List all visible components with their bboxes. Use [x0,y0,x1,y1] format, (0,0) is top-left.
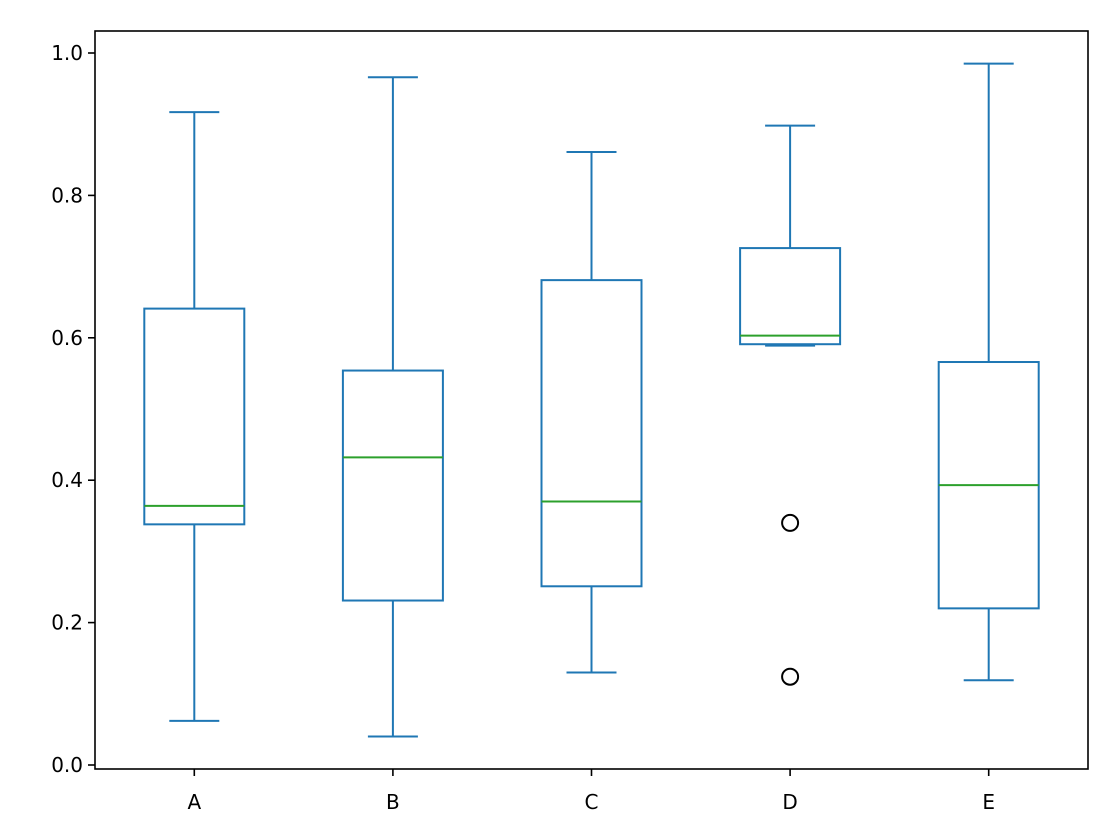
y-axis: 0.0 0.2 0.4 0.6 0.8 1.0 [51,41,95,777]
box-iqr [143,307,246,526]
x-tick-label: D [782,790,797,814]
box-group-e [937,62,1040,682]
plot-frame [94,30,1089,770]
x-tick-label: C [585,790,599,814]
y-tick-label: 0.4 [51,468,83,492]
outlier-point [781,667,800,686]
y-tick-label: 0.8 [51,183,83,207]
x-tick-label: A [187,790,201,814]
box-iqr [540,279,643,588]
x-tick-label: B [386,790,400,814]
outlier-point [781,513,800,532]
box-group-b [341,76,444,738]
y-tick-label: 0.0 [51,753,83,777]
y-tick-label: 1.0 [51,41,83,65]
box-group-a [143,111,246,722]
plot-area [143,62,1040,738]
box-group-c [540,150,643,674]
y-tick-label: 0.2 [51,611,83,635]
x-axis: A B C D E [187,769,995,814]
box-iqr [739,247,842,346]
y-tick-label: 0.6 [51,326,83,350]
box-iqr [341,369,444,602]
box-group-d [739,124,842,686]
x-tick-label: E [982,790,995,814]
